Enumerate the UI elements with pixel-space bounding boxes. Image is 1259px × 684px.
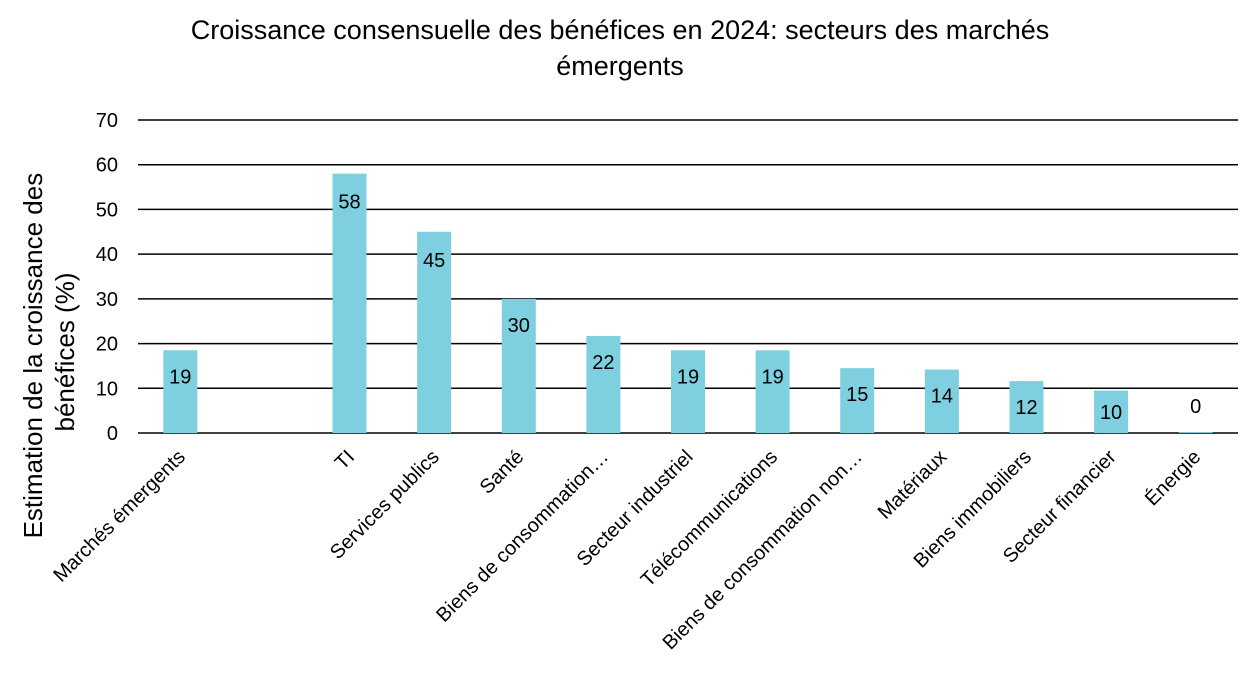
data-label: 19 [761, 366, 783, 388]
category-label: Énergie [1140, 445, 1205, 510]
bar [924, 369, 959, 433]
category-label: Biens de consommation… [432, 446, 613, 627]
data-label: 0 [1190, 396, 1201, 418]
y-tick-label: 70 [96, 110, 118, 132]
data-label: 58 [338, 192, 360, 214]
data-label: 22 [592, 352, 614, 374]
y-tick-label: 10 [96, 378, 118, 400]
chart-title-line-1: Croissance consensuelle des bénéfices en… [190, 15, 1050, 45]
bar [501, 298, 536, 433]
bar [586, 335, 621, 433]
category-label: Santé [476, 446, 529, 499]
data-label: 10 [1100, 402, 1122, 424]
category-label: Télécommunications [637, 446, 782, 591]
data-label: 30 [508, 315, 530, 337]
category-label: Matériaux [874, 446, 952, 524]
bar [163, 350, 198, 433]
bar [755, 350, 790, 433]
category-label: TI [331, 446, 359, 474]
chart-title-line-2: émergents [556, 51, 684, 81]
y-tick-label: 20 [96, 334, 118, 356]
y-tick-label: 50 [96, 199, 118, 221]
bar [1178, 432, 1213, 433]
bar [1009, 381, 1044, 433]
gridlines [138, 119, 1238, 434]
y-axis-label-line-1: Estimation de la croissance des [18, 173, 48, 539]
data-label: 19 [677, 366, 699, 388]
y-tick-labels: 0 10 20 30 40 50 60 70 [96, 110, 118, 445]
data-labels: 19 58 45 30 22 19 19 15 14 12 10 0 [169, 192, 1201, 424]
data-label: 12 [1015, 397, 1037, 419]
chart-title: Croissance consensuelle des bénéfices en… [0, 12, 1240, 84]
y-tick-label: 30 [96, 289, 118, 311]
y-axis-label: Estimation de la croissance des bénéfice… [18, 166, 80, 539]
data-label: 45 [423, 250, 445, 272]
bar [840, 368, 875, 433]
bar [417, 231, 452, 433]
y-tick-label: 40 [96, 244, 118, 266]
data-label: 19 [169, 366, 191, 388]
y-tick-label: 60 [96, 155, 118, 177]
category-label: Marchés émergents [49, 446, 190, 587]
data-label: 14 [931, 386, 953, 408]
bars [163, 173, 1213, 433]
bar [671, 350, 705, 433]
data-label: 15 [846, 384, 868, 406]
y-tick-label: 0 [107, 423, 118, 445]
bar [1094, 390, 1129, 433]
y-axis-label-line-2: bénéfices (%) [50, 273, 80, 432]
bar [332, 173, 367, 433]
